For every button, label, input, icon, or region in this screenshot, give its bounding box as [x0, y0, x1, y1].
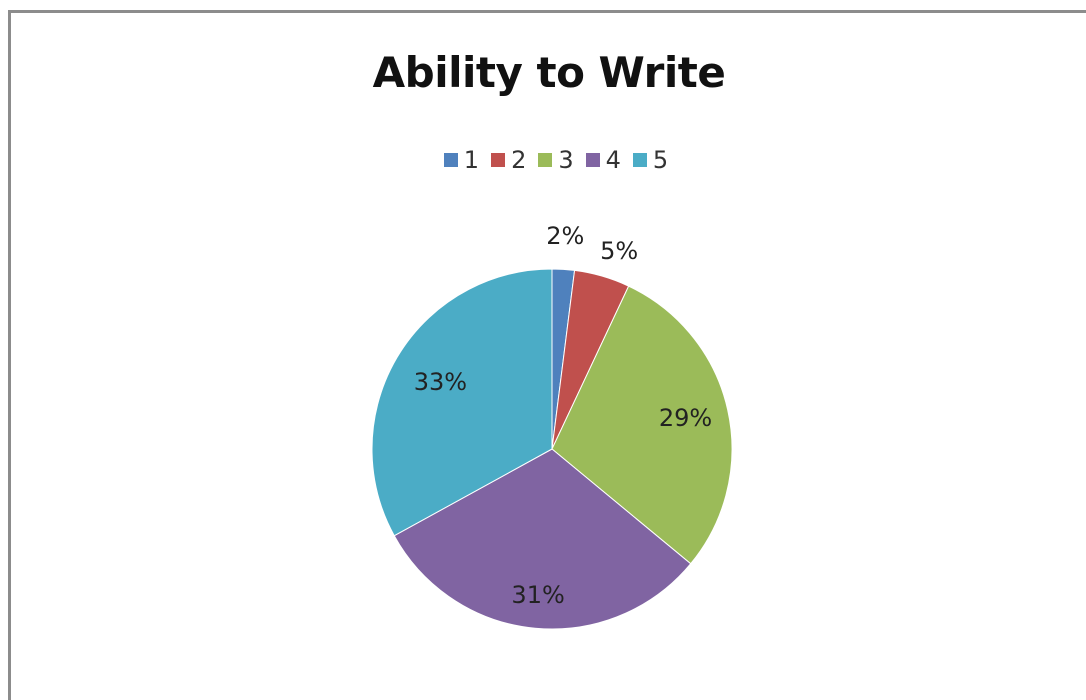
legend-item-1: 1 [443, 146, 480, 174]
legend-item-3: 3 [538, 146, 574, 174]
pie-slice-3 [551, 285, 733, 565]
legend-swatch-1 [443, 153, 458, 167]
frame-left-border [8, 10, 11, 700]
chart-title: Ability to Write [372, 48, 726, 97]
legend-label-2: 2 [511, 146, 527, 174]
legend-label-4: 4 [605, 146, 621, 174]
slice-label-5: 33% [414, 368, 467, 396]
legend-swatch-5 [632, 153, 647, 167]
legend-label-5: 5 [652, 146, 669, 174]
legend-label-1: 1 [463, 146, 480, 174]
legend-swatch-3 [538, 153, 553, 167]
pie-slice-4 [393, 448, 692, 630]
frame-top-border [8, 10, 1086, 13]
slice-label-2: 5% [600, 237, 638, 265]
legend-swatch-4 [585, 153, 600, 167]
legend-item-2: 2 [491, 146, 526, 174]
slice-label-1: 2% [546, 222, 584, 250]
slice-label-3: 29% [659, 404, 712, 432]
pie-slice-5 [371, 268, 553, 537]
legend-item-5: 5 [632, 146, 669, 174]
legend-label-3: 3 [558, 146, 574, 174]
slice-label-4: 31% [511, 581, 564, 609]
chart-legend: 1 2 3 4 5 [0, 146, 1086, 174]
legend-item-4: 4 [585, 146, 621, 174]
legend-swatch-2 [491, 153, 506, 167]
